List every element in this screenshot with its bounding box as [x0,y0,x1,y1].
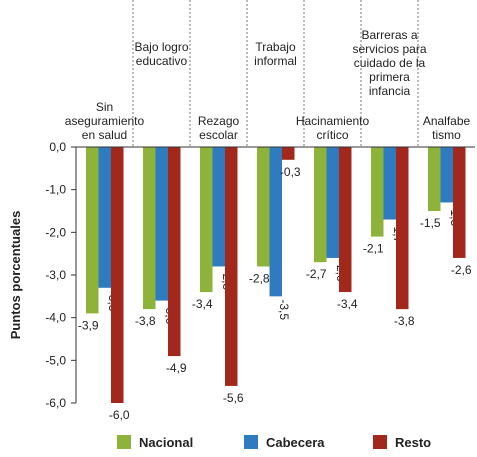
bar [86,147,99,314]
y-tick-label: -4,0 [45,311,66,325]
value-label: -6,0 [109,408,130,422]
bar [371,147,384,237]
y-tick-label: -6,0 [45,396,66,410]
bar [453,147,466,258]
bar [155,147,168,301]
legend-swatch [117,435,131,449]
bar [111,147,124,403]
bar [326,147,339,258]
y-tick-label: 0,0 [49,140,66,154]
category-label: Trabajo informal [254,40,297,68]
category-label: Barreras a servicios para cuidado de la … [352,28,427,98]
category-label: Rezago escolar [197,114,240,142]
category-label: Hacinamiento crítico [295,114,370,142]
value-label: -3,8 [135,314,156,328]
y-axis-label: Puntos porcentuales [8,211,23,340]
bar [383,147,396,220]
y-tick-label: -5,0 [45,353,66,367]
value-label: -2,1 [363,242,384,256]
legend-label: Cabecera [266,435,325,450]
value-label: -3,9 [78,318,99,332]
category-label: Sin aseguramiento en salud [64,100,145,142]
category-label: Bajo logro educativo [134,40,189,68]
bar [314,147,327,263]
value-label: -3,5 [277,299,291,320]
value-label: -5,6 [223,391,244,405]
bar [269,147,282,297]
bar [98,147,111,288]
bar [212,147,225,267]
bar [440,147,453,203]
value-label: -2,7 [306,267,327,281]
bar [339,147,352,293]
category-label: Analfabe tismo [422,114,471,142]
value-label: -3,4 [337,297,358,311]
value-label: -2,8 [249,271,270,285]
value-label: -4,9 [166,361,187,375]
bar [282,147,295,160]
value-label: -3,4 [192,297,213,311]
bar [200,147,213,293]
value-label: -2,6 [451,263,472,277]
value-label: -0,3 [280,165,301,179]
bar [428,147,441,211]
legend-swatch [244,435,258,449]
y-tick-label: -1,0 [45,183,66,197]
legend-label: Nacional [139,435,193,450]
bar [257,147,270,267]
legend-swatch [373,435,387,449]
legend-label: Resto [395,435,431,450]
bar [143,147,156,310]
value-label: -3,8 [394,314,415,328]
bar [396,147,409,310]
value-label: -1,5 [420,216,441,230]
bar [168,147,181,357]
y-tick-label: -3,0 [45,268,66,282]
y-tick-label: -2,0 [45,225,66,239]
bar [225,147,238,386]
